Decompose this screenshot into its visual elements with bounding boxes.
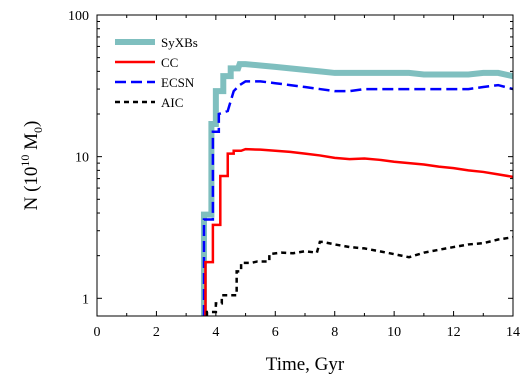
series-line-cc	[204, 147, 513, 316]
y-tick-label: 100	[68, 9, 89, 24]
plot-frame	[96, 14, 514, 317]
y-axis-title-unit: M	[21, 133, 42, 155]
x-tick-label: 4	[212, 325, 219, 340]
y-axis-title-main: N (10	[21, 167, 42, 211]
legend-label-aic: AIC	[161, 95, 183, 110]
y-tick-label: 10	[75, 151, 89, 166]
x-tick-label: 2	[153, 325, 160, 340]
y-tick-label: 1	[82, 292, 89, 307]
y-axis-title-subscript: 0	[31, 127, 45, 133]
x-tick-label: 10	[387, 325, 401, 340]
y-axis-title-exponent: 10	[18, 155, 32, 167]
legend-label-ecsn: ECSN	[161, 75, 195, 90]
series-line-syxbs	[200, 61, 513, 316]
x-tick-label: 12	[447, 325, 461, 340]
x-tick-label: 0	[94, 325, 101, 340]
legend-label-syxbs: SyXBs	[161, 35, 198, 50]
legend: SyXBs CC ECSN AIC	[115, 35, 198, 110]
legend-label-cc: CC	[161, 55, 178, 70]
series-layer	[200, 61, 513, 316]
x-tick-label: 8	[331, 325, 338, 340]
y-axis-title-close: )	[21, 121, 42, 127]
series-line-aic	[205, 235, 513, 316]
y-axis-title: N (1010 M0)	[18, 121, 45, 211]
x-tick-label: 6	[272, 325, 279, 340]
axes: 0 2 4 6 8 10 12 14 1 10 100	[68, 9, 520, 340]
series-line-ecsn	[202, 80, 513, 316]
x-axis-title: Time, Gyr	[266, 354, 345, 375]
x-tick-label: 14	[506, 325, 520, 340]
